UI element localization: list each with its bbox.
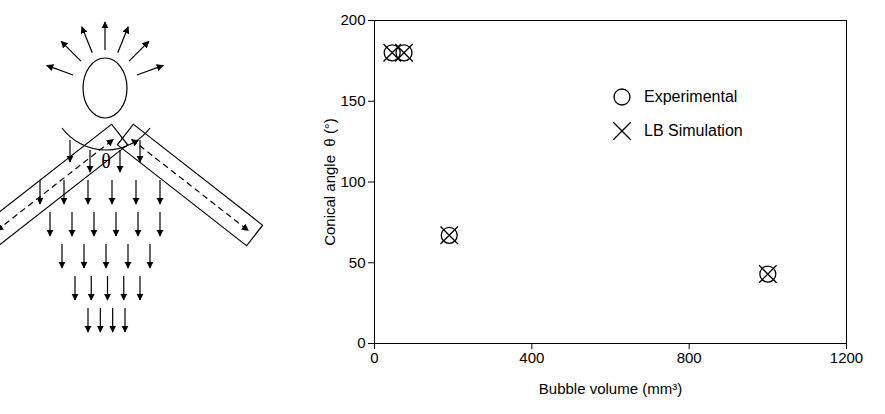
svg-text:800: 800 xyxy=(677,349,702,366)
svg-text:Bubble volume (mm³): Bubble volume (mm³) xyxy=(539,380,682,397)
svg-text:1200: 1200 xyxy=(830,349,863,366)
svg-text:0: 0 xyxy=(357,334,365,351)
svg-text:Conical angle θ (°): Conical angle θ (°) xyxy=(321,118,338,246)
svg-text:θ: θ xyxy=(101,150,111,172)
svg-text:0: 0 xyxy=(370,349,378,366)
svg-text:200: 200 xyxy=(340,11,365,28)
html-text:Experimental: Experimental xyxy=(644,88,738,105)
svg-text:100: 100 xyxy=(340,173,365,190)
svg-text:150: 150 xyxy=(340,92,365,109)
svg-text:400: 400 xyxy=(519,349,544,366)
svg-text:50: 50 xyxy=(349,254,366,271)
html-text:LB Simulation: LB Simulation xyxy=(644,122,743,139)
